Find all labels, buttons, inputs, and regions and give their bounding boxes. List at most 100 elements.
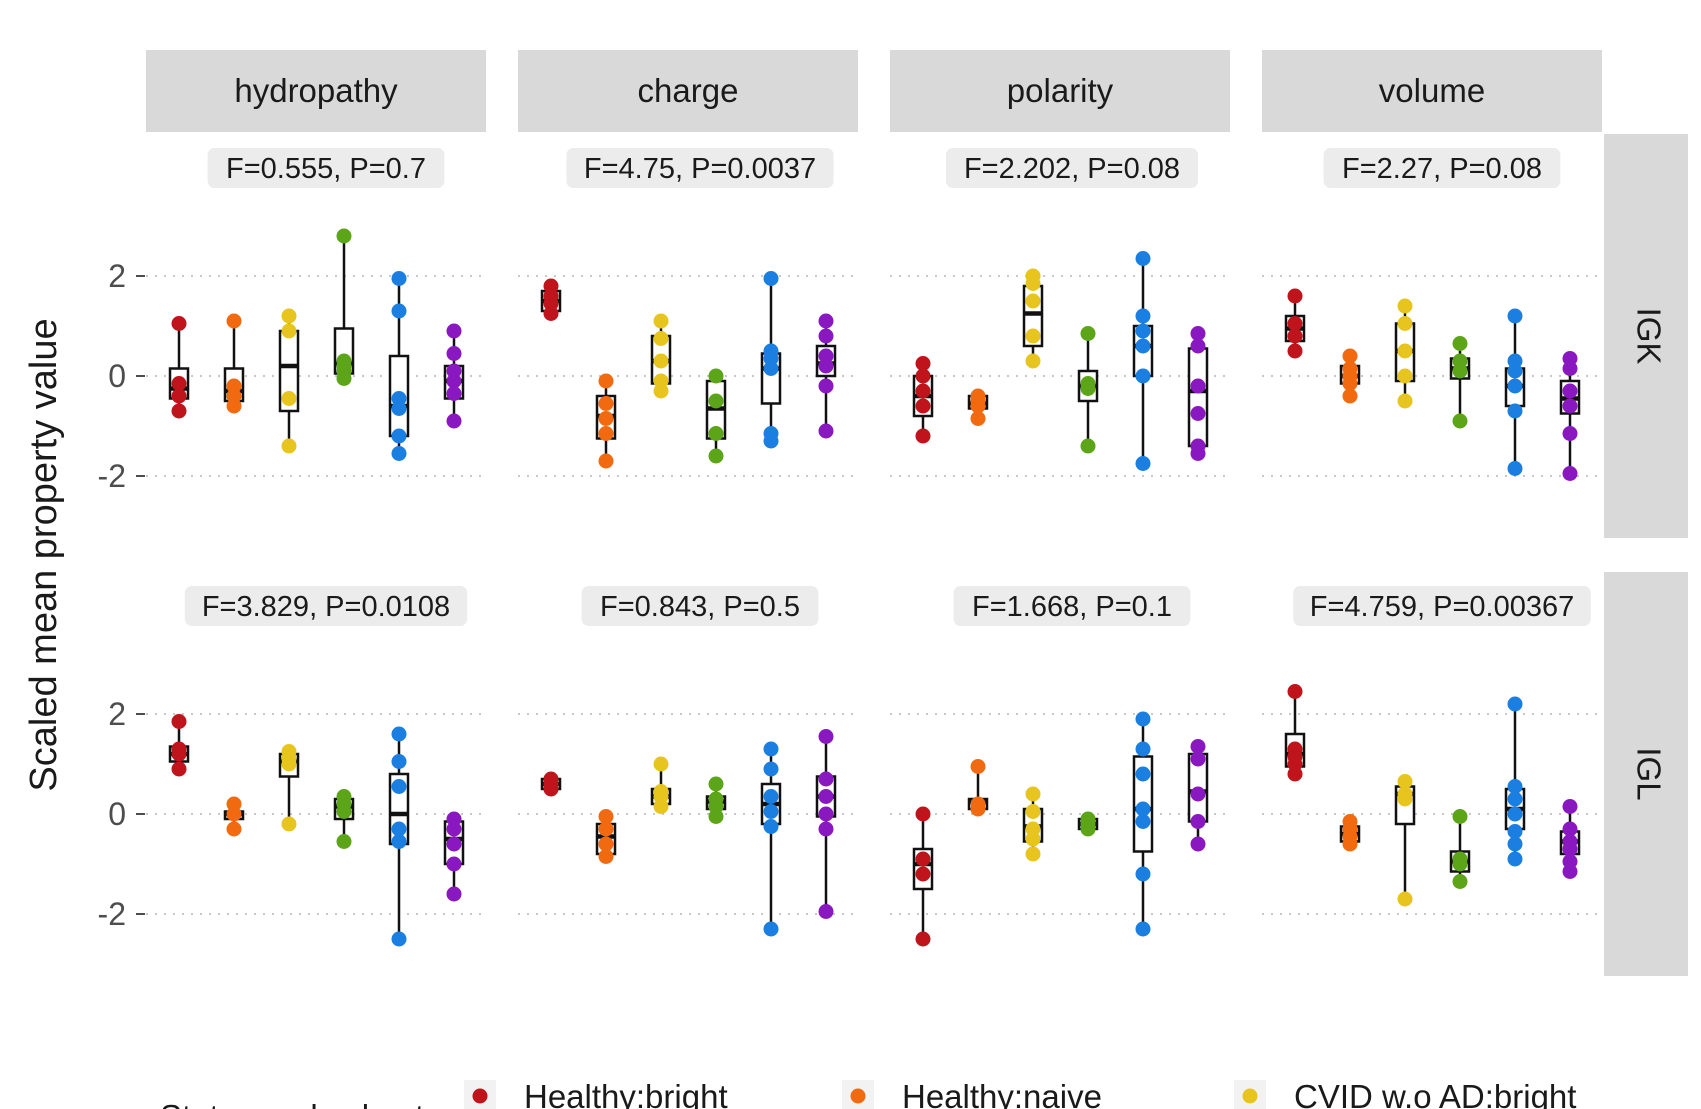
group-cvid-w-o-ad-naive: [1449, 809, 1471, 889]
data-point: [598, 821, 614, 837]
data-point: [226, 313, 242, 329]
data-point: [281, 756, 297, 772]
data-point: [1080, 381, 1096, 396]
data-point: [1397, 298, 1413, 314]
stat-label-box: [207, 148, 445, 188]
data-point: [915, 356, 931, 371]
stat-label: F=1.668, P=0.1: [972, 591, 1172, 623]
legend-key-cvid-w-o-ad-bright: [1242, 1088, 1258, 1104]
data-point: [1397, 368, 1413, 384]
group-cvid-w-ad-bright: [760, 271, 782, 449]
data-point: [1452, 413, 1468, 429]
data-point: [336, 804, 352, 819]
legend-title: Status and subset: [160, 1098, 424, 1109]
group-cvid-w-o-ad-naive: [1077, 811, 1099, 837]
column-strips: hydropathy charge polarity volume: [146, 50, 1602, 132]
data-point: [391, 446, 407, 461]
data-point: [818, 328, 834, 344]
data-point: [1507, 461, 1523, 476]
data-point: [171, 316, 187, 331]
panel-IGK-hydropathy: F=0.555, P=0.7: [146, 148, 486, 477]
data-point: [1507, 851, 1523, 867]
data-point: [653, 313, 669, 329]
data-point: [1135, 338, 1151, 354]
data-point: [281, 438, 297, 454]
group-cvid-w-o-ad-naive: [1449, 336, 1471, 429]
group-cvid-w-o-ad-bright: [1394, 774, 1416, 907]
data-point: [915, 806, 931, 822]
data-point: [708, 776, 724, 792]
data-point: [1190, 326, 1206, 341]
data-point: [1452, 874, 1468, 889]
data-point: [1135, 368, 1151, 384]
group-healthy-naive: [967, 759, 989, 817]
group-cvid-w-o-ad-bright: [650, 756, 672, 814]
group-healthy-naive: [595, 809, 617, 864]
strip-hydropathy: [146, 50, 486, 132]
data-point: [708, 368, 724, 384]
data-point: [1507, 696, 1523, 712]
data-point: [281, 308, 297, 324]
data-point: [1190, 338, 1206, 354]
data-point: [281, 816, 297, 832]
panel-IGL-charge: F=0.843, P=0.5: [518, 586, 858, 937]
data-point: [1342, 376, 1358, 391]
data-point: [1135, 741, 1151, 757]
data-point: [1025, 786, 1041, 802]
group-healthy-bright: [912, 806, 934, 947]
data-point: [1397, 343, 1413, 359]
data-point: [763, 361, 779, 376]
data-point: [818, 729, 834, 744]
group-cvid-w-o-ad-bright: [278, 308, 300, 454]
data-point: [391, 401, 407, 416]
panel-IGK-polarity: F=2.202, P=0.08: [890, 148, 1230, 477]
data-point: [1190, 739, 1206, 754]
group-cvid-w-o-ad-naive: [1077, 326, 1099, 454]
box: [1187, 347, 1209, 448]
data-point: [1025, 353, 1041, 369]
data-point: [1342, 348, 1358, 364]
strip-polarity: [890, 50, 1230, 132]
data-point: [818, 423, 834, 439]
data-point: [446, 856, 462, 872]
stat-label: F=2.27, P=0.08: [1342, 153, 1542, 185]
data-point: [1562, 466, 1578, 481]
data-point: [915, 383, 931, 399]
group-cvid-w-ad-naive: [1559, 799, 1581, 879]
data-point: [171, 746, 187, 762]
strip-charge: [518, 50, 858, 132]
data-point: [1287, 288, 1303, 304]
data-point: [970, 398, 986, 414]
data-point: [1025, 276, 1041, 291]
data-point: [171, 388, 187, 404]
data-point: [763, 271, 779, 286]
stat-label: F=2.202, P=0.08: [964, 153, 1180, 185]
data-point: [1452, 856, 1468, 872]
data-point: [763, 761, 779, 777]
panel-IGK-charge: F=4.75, P=0.0037: [518, 148, 858, 477]
data-point: [336, 371, 352, 386]
strip-label-IGK: IGK: [1630, 308, 1667, 365]
data-point: [1135, 456, 1151, 471]
data-point: [281, 323, 297, 339]
y-tick-label: -2: [98, 896, 126, 932]
data-point: [915, 398, 931, 414]
legend-item-label: Healthy:naive: [902, 1078, 1102, 1109]
group-healthy-bright: [1284, 288, 1306, 359]
data-point: [1025, 846, 1041, 862]
data-point: [1452, 809, 1468, 824]
legend-item-label: Healthy:bright: [524, 1078, 728, 1109]
group-cvid-w-ad-bright: [1132, 711, 1154, 937]
data-point: [1190, 786, 1206, 802]
data-point: [226, 398, 242, 414]
data-point: [1190, 446, 1206, 461]
data-point: [763, 433, 779, 449]
data-point: [653, 331, 669, 346]
data-point: [970, 411, 986, 426]
data-point: [970, 801, 986, 817]
data-point: [1562, 426, 1578, 441]
data-point: [1562, 864, 1578, 879]
stat-label: F=4.75, P=0.0037: [584, 153, 816, 185]
data-point: [1287, 316, 1303, 331]
data-point: [1397, 393, 1413, 409]
